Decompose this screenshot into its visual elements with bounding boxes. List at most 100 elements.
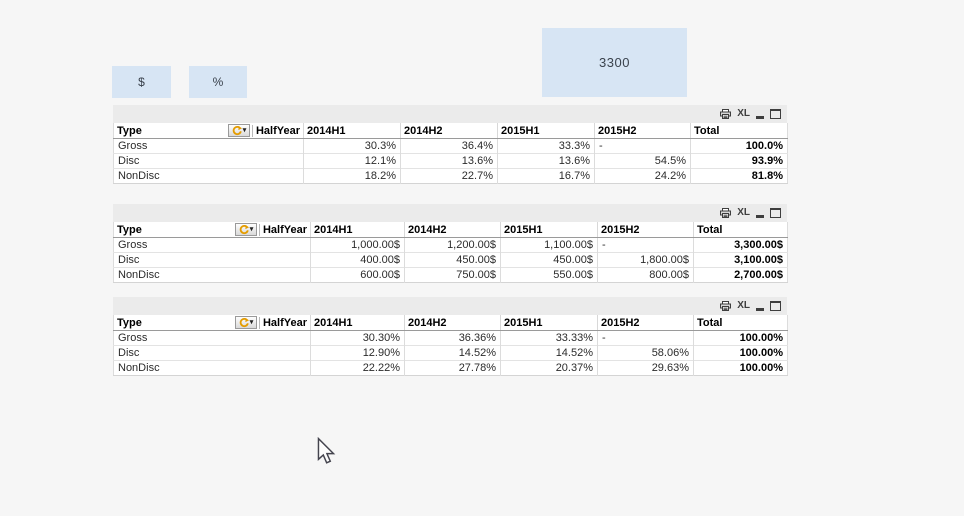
column-header-2015h1[interactable]: 2015H1 — [500, 315, 598, 331]
caption-bar[interactable]: XL — [113, 297, 787, 315]
column-header-2014h2[interactable]: 2014H2 — [404, 315, 501, 331]
type-column-header[interactable]: Type — [117, 124, 142, 137]
value-cell[interactable]: 54.5% — [594, 153, 691, 169]
minimize-icon[interactable] — [756, 116, 764, 119]
value-cell[interactable]: 450.00$ — [404, 252, 501, 268]
column-header-2014h2[interactable]: 2014H2 — [404, 222, 501, 238]
maximize-icon[interactable] — [770, 208, 781, 218]
type-cell[interactable]: NonDisc — [113, 168, 304, 184]
column-header-2014h1[interactable]: 2014H1 — [310, 222, 405, 238]
column-header-2014h1[interactable]: 2014H1 — [303, 123, 401, 139]
type-column-header[interactable]: Type — [117, 316, 142, 329]
type-cell[interactable]: Gross — [113, 138, 304, 154]
total-cell[interactable]: 3,300.00$ — [693, 237, 788, 253]
value-cell[interactable]: 14.52% — [500, 345, 598, 361]
total-cell[interactable]: 100.00% — [693, 360, 788, 376]
value-cell[interactable]: - — [597, 237, 694, 253]
value-cell[interactable]: 800.00$ — [597, 267, 694, 283]
total-cell[interactable]: 93.9% — [690, 153, 788, 169]
type-cell[interactable]: Disc — [113, 153, 304, 169]
export-excel-icon[interactable]: XL — [737, 108, 750, 119]
total-cell[interactable]: 100.00% — [693, 330, 788, 346]
value-cell[interactable]: 27.78% — [404, 360, 501, 376]
printer-icon[interactable] — [720, 301, 732, 311]
cycle-group-button[interactable]: ▾ — [227, 124, 250, 137]
value-cell[interactable]: 1,100.00$ — [500, 237, 598, 253]
table-row: Gross 30.30% 36.36% 33.33% - 100.00% — [113, 330, 788, 346]
value-cell[interactable]: 22.22% — [310, 360, 405, 376]
caption-bar[interactable]: XL — [113, 105, 787, 123]
cycle-group-button[interactable]: ▾ — [234, 223, 257, 236]
halfyear-header[interactable]: HalfYear — [258, 223, 307, 236]
value-cell[interactable]: 20.37% — [500, 360, 598, 376]
type-cell[interactable]: Gross — [113, 237, 311, 253]
value-cell[interactable]: 600.00$ — [310, 267, 405, 283]
minimize-icon[interactable] — [756, 308, 764, 311]
value-cell[interactable]: 450.00$ — [500, 252, 598, 268]
type-cell[interactable]: Disc — [113, 252, 311, 268]
cycle-icon — [239, 224, 249, 234]
column-header-2015h1[interactable]: 2015H1 — [500, 222, 598, 238]
percent-button[interactable]: % — [189, 66, 247, 98]
type-cell[interactable]: NonDisc — [113, 267, 311, 283]
caption-bar[interactable]: XL — [113, 204, 787, 222]
total-cell[interactable]: 100.00% — [693, 345, 788, 361]
value-cell[interactable]: - — [594, 138, 691, 154]
total-cell[interactable]: 100.0% — [690, 138, 788, 154]
value-cell[interactable]: 750.00$ — [404, 267, 501, 283]
value-cell[interactable]: 1,800.00$ — [597, 252, 694, 268]
printer-icon[interactable] — [720, 109, 732, 119]
value-cell[interactable]: 14.52% — [404, 345, 501, 361]
value-cell[interactable]: 30.3% — [303, 138, 401, 154]
export-excel-icon[interactable]: XL — [737, 207, 750, 218]
type-cell[interactable]: Gross — [113, 330, 311, 346]
value-cell[interactable]: - — [597, 330, 694, 346]
table-row: Disc 400.00$ 450.00$ 450.00$ 1,800.00$ 3… — [113, 252, 788, 268]
export-excel-icon[interactable]: XL — [737, 300, 750, 311]
total-column-header[interactable]: Total — [693, 222, 788, 238]
value-cell[interactable]: 18.2% — [303, 168, 401, 184]
value-cell[interactable]: 12.1% — [303, 153, 401, 169]
value-cell[interactable]: 36.36% — [404, 330, 501, 346]
total-cell[interactable]: 3,100.00$ — [693, 252, 788, 268]
column-header-2015h2[interactable]: 2015H2 — [594, 123, 691, 139]
minimize-icon[interactable] — [756, 215, 764, 218]
halfyear-header[interactable]: HalfYear — [258, 316, 307, 329]
value-cell[interactable]: 13.6% — [497, 153, 595, 169]
value-cell[interactable]: 550.00$ — [500, 267, 598, 283]
column-header-2014h2[interactable]: 2014H2 — [400, 123, 498, 139]
column-header-2015h2[interactable]: 2015H2 — [597, 315, 694, 331]
column-header-2015h2[interactable]: 2015H2 — [597, 222, 694, 238]
chevron-down-icon: ▾ — [249, 319, 254, 326]
value-cell[interactable]: 16.7% — [497, 168, 595, 184]
value-cell[interactable]: 12.90% — [310, 345, 405, 361]
value-cell[interactable]: 33.3% — [497, 138, 595, 154]
type-column-header[interactable]: Type — [117, 223, 142, 236]
value-cell[interactable]: 13.6% — [400, 153, 498, 169]
value-cell[interactable]: 36.4% — [400, 138, 498, 154]
type-cell[interactable]: NonDisc — [113, 360, 311, 376]
total-cell[interactable]: 2,700.00$ — [693, 267, 788, 283]
pivot-table-2: XL Type ▾ HalfYear 2014H1 2014H2 2015H1 … — [113, 204, 788, 283]
type-cell[interactable]: Disc — [113, 345, 311, 361]
value-cell[interactable]: 58.06% — [597, 345, 694, 361]
halfyear-header[interactable]: HalfYear — [251, 124, 300, 137]
total-cell[interactable]: 81.8% — [690, 168, 788, 184]
maximize-icon[interactable] — [770, 301, 781, 311]
value-cell[interactable]: 1,200.00$ — [404, 237, 501, 253]
value-cell[interactable]: 29.63% — [597, 360, 694, 376]
printer-icon[interactable] — [720, 208, 732, 218]
value-cell[interactable]: 22.7% — [400, 168, 498, 184]
value-cell[interactable]: 33.33% — [500, 330, 598, 346]
value-cell[interactable]: 400.00$ — [310, 252, 405, 268]
column-header-2014h1[interactable]: 2014H1 — [310, 315, 405, 331]
maximize-icon[interactable] — [770, 109, 781, 119]
value-cell[interactable]: 24.2% — [594, 168, 691, 184]
total-column-header[interactable]: Total — [693, 315, 788, 331]
column-header-2015h1[interactable]: 2015H1 — [497, 123, 595, 139]
cycle-group-button[interactable]: ▾ — [234, 316, 257, 329]
value-cell[interactable]: 30.30% — [310, 330, 405, 346]
total-column-header[interactable]: Total — [690, 123, 788, 139]
value-cell[interactable]: 1,000.00$ — [310, 237, 405, 253]
dollar-button[interactable]: $ — [112, 66, 171, 98]
